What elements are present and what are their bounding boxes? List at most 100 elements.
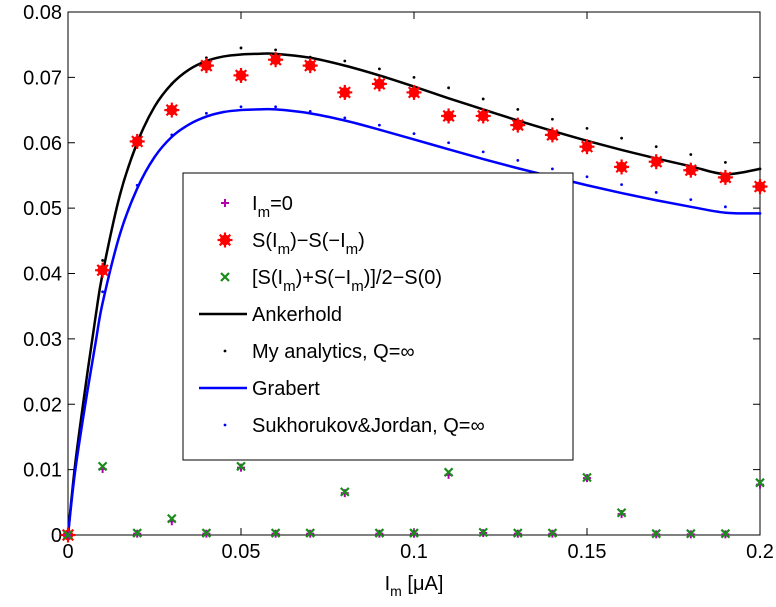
data-point-diff xyxy=(164,102,180,118)
legend-label-im0: Im=0 xyxy=(252,193,293,221)
data-point-myan xyxy=(308,55,312,59)
data-point-diff xyxy=(510,117,526,133)
legend-label-part: ) xyxy=(358,230,365,252)
data-point-diff xyxy=(371,76,387,92)
legend-label-part: I xyxy=(252,193,258,215)
x-tick-label: 0.05 xyxy=(222,541,261,563)
x-axis: 0 0.05 0.1 0.15 0.2 xyxy=(62,12,774,563)
series-line-ankerhold xyxy=(66,52,761,536)
legend-label-myan: My analytics, Q=∞ xyxy=(252,341,415,363)
data-point-sym xyxy=(305,528,315,538)
data-point-myan xyxy=(758,167,762,171)
y-tick-label: 0 xyxy=(51,525,62,547)
legend-swatch-diff xyxy=(217,232,233,248)
data-point-sym xyxy=(374,528,385,538)
legend-label-sym: [S(Im)+S(−Im)]/2−S(0) xyxy=(252,267,442,295)
legend-label-part: m xyxy=(351,278,364,295)
y-tick-label: 0.06 xyxy=(23,133,62,155)
legend-label-sukh: Sukhorukov&Jordan, Q=∞ xyxy=(252,415,485,437)
legend-box xyxy=(182,172,574,461)
data-point-diff xyxy=(233,67,249,83)
y-tick-label: 0.03 xyxy=(23,329,62,351)
data-point-sym xyxy=(63,530,73,540)
legend-item-sukh: Sukhorukov&Jordan, Q=∞ xyxy=(223,415,485,437)
data-point-sym xyxy=(547,528,558,538)
data-point-sukh xyxy=(343,116,347,120)
data-point-sym xyxy=(720,528,731,539)
data-point-myan xyxy=(724,160,727,164)
legend-label-part: m xyxy=(283,278,296,295)
legend-label-part: Ankerhold xyxy=(252,304,342,326)
data-point-sym xyxy=(97,461,108,472)
data-point-sukh xyxy=(551,167,554,171)
data-point-diff xyxy=(302,58,318,74)
legend-item-im0: Im=0 xyxy=(221,193,293,221)
data-point-diff xyxy=(198,58,214,74)
legend-item-grabert: Grabert xyxy=(199,378,320,400)
legend-swatch-sym xyxy=(220,272,230,282)
data-point-sym xyxy=(201,528,212,538)
legend-swatch-im0 xyxy=(221,199,229,207)
legend-label-ankerhold: Ankerhold xyxy=(252,304,342,326)
data-point-sukh xyxy=(654,191,658,194)
data-point-myan xyxy=(585,126,589,130)
legend-label-part: S(I xyxy=(252,230,278,252)
x-axis-label: Im [μA] xyxy=(385,573,444,599)
data-point-diff xyxy=(579,139,595,155)
x-label-unit: [μA] xyxy=(402,573,444,595)
legend-label-part: [S(I xyxy=(252,267,283,289)
data-point-diff xyxy=(544,127,560,143)
data-point-sukh xyxy=(585,175,589,179)
data-point-diff xyxy=(337,84,353,100)
y-tick-label: 0.02 xyxy=(23,394,62,416)
y-axis: 0 0.01 0.02 0.03 0.04 0.05 0.06 0.07 0.08 xyxy=(23,2,760,547)
data-point-myan xyxy=(274,48,277,52)
data-point-sukh xyxy=(170,133,174,137)
legend-label-part: =0 xyxy=(270,193,293,215)
x-label-sub: m xyxy=(390,583,402,599)
data-point-myan xyxy=(689,153,693,156)
data-point-sukh xyxy=(378,123,381,127)
legend-label-part: m xyxy=(346,241,359,258)
data-point-sym xyxy=(409,528,419,538)
data-point-sym xyxy=(616,507,627,518)
data-point-myan xyxy=(551,117,554,121)
y-tick-label: 0.04 xyxy=(23,264,62,286)
data-point-sukh xyxy=(101,290,104,294)
legend-swatch-myan xyxy=(223,349,227,353)
data-point-sym xyxy=(582,472,592,483)
data-point-sukh xyxy=(481,150,485,154)
x-tick-label: 0.1 xyxy=(400,541,428,563)
data-point-diff xyxy=(683,162,699,178)
data-point-sukh xyxy=(689,198,693,202)
data-point-myan xyxy=(170,82,174,86)
legend-label-part: )−S(−I xyxy=(290,230,346,252)
data-point-diff xyxy=(268,52,284,68)
legend-label-part: My analytics, Q=∞ xyxy=(252,341,415,363)
data-point-sym xyxy=(270,528,281,538)
data-point-sukh xyxy=(205,111,208,115)
legend-label-part: Grabert xyxy=(252,378,320,400)
data-point-sukh xyxy=(239,105,243,109)
data-point-sym xyxy=(340,487,350,497)
legend-label-part: m xyxy=(278,241,291,258)
data-point-diff xyxy=(717,169,733,185)
legend-label-diff: S(Im)−S(−Im) xyxy=(252,230,365,258)
data-point-sym xyxy=(443,467,454,478)
data-point-sym xyxy=(686,528,696,539)
legend-label-part: m xyxy=(258,204,271,221)
data-point-sukh xyxy=(274,105,277,109)
data-point-diff xyxy=(441,108,457,124)
y-tick-label: 0.05 xyxy=(23,198,62,220)
x-tick-label: 0 xyxy=(62,541,73,563)
data-point-myan xyxy=(447,86,450,90)
data-point-sym xyxy=(755,477,765,488)
data-point-diff xyxy=(95,262,111,278)
data-point-myan xyxy=(101,259,104,262)
data-point-sym xyxy=(167,513,177,524)
series-line-grabert xyxy=(66,107,761,536)
data-point-diff xyxy=(752,179,768,195)
legend-label-part: )]/2−S(0) xyxy=(364,267,442,289)
data-point-myan xyxy=(378,67,381,71)
